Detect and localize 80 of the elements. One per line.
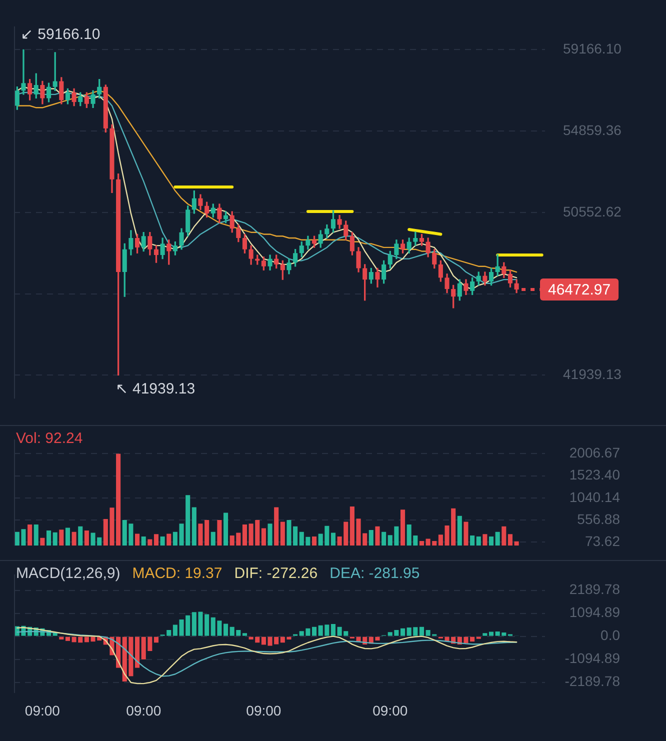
bar (34, 524, 38, 546)
y-tick-label: 59166.10 (563, 40, 622, 57)
ref-line-label: 46472.97 (548, 282, 611, 299)
bar (52, 532, 58, 546)
bar (84, 530, 89, 546)
annotation: ↙ 59166.10 (20, 26, 100, 43)
bar (154, 534, 159, 546)
bar (464, 522, 468, 546)
bar (268, 524, 272, 546)
bar (160, 536, 165, 546)
bar (470, 536, 475, 546)
bar (508, 534, 513, 546)
bar (382, 532, 386, 546)
y-tick-label: 0.0 (600, 627, 620, 644)
bar (40, 538, 45, 546)
bar (368, 530, 374, 546)
chart-title: MACD(12,26,9) (16, 565, 120, 582)
y-tick-label: -2189.78 (564, 673, 620, 690)
bar (59, 530, 64, 546)
y-tick-label: 2189.78 (569, 581, 620, 598)
y-tick-label: 1523.40 (569, 466, 620, 483)
bar (488, 632, 494, 636)
y-tick-label: 1094.89 (569, 604, 620, 620)
bar (192, 507, 196, 546)
bar (59, 636, 64, 640)
bar (482, 534, 488, 546)
y-tick-label: -1094.89 (564, 650, 620, 666)
bar (400, 510, 406, 546)
bar (488, 536, 494, 546)
x-tick-label: 09:00 (24, 702, 60, 718)
text: MACD: 19.37 (132, 565, 222, 582)
bar (46, 530, 52, 546)
bar (261, 528, 266, 546)
bar (457, 516, 462, 546)
annotation: ↖ 41939.13 (115, 380, 196, 398)
x-tick-label: 09:00 (126, 702, 162, 718)
bar (495, 532, 500, 546)
bar (280, 522, 285, 546)
bar (223, 624, 228, 636)
text: DIF: -272.26 (234, 565, 318, 582)
bar (166, 534, 172, 546)
x-tick-label: 09:00 (372, 702, 408, 718)
bar (419, 541, 424, 546)
y-tick-label: 41939.13 (563, 366, 622, 382)
bar (210, 532, 216, 546)
bar (242, 524, 248, 546)
bar (154, 636, 159, 643)
y-tick-label: 54859.36 (563, 122, 622, 138)
bar (65, 528, 70, 546)
bar (65, 636, 70, 641)
bar (330, 532, 336, 546)
bar (78, 526, 83, 546)
bar (330, 624, 336, 636)
bar (274, 507, 279, 546)
bar (312, 536, 317, 546)
bar (148, 539, 152, 546)
bar (400, 628, 406, 636)
bar (242, 633, 248, 636)
bar (134, 636, 140, 668)
y-tick-label: 2006.67 (569, 444, 620, 461)
y-tick-label: 73.62 (584, 533, 620, 550)
y-tick-label: 1040.14 (569, 488, 620, 505)
bar (482, 633, 488, 636)
y-tick-label: 50552.62 (563, 203, 622, 220)
bar (28, 524, 32, 546)
bar (217, 520, 222, 546)
bar (72, 532, 76, 546)
bar (134, 534, 140, 546)
bar (419, 626, 424, 636)
bar (476, 536, 481, 546)
text: DEA: -281.95 (330, 565, 420, 582)
bar (502, 526, 506, 546)
x-tick-label: 09:00 (246, 702, 282, 718)
bar (514, 541, 519, 546)
bar (375, 526, 380, 546)
chart-title: Vol: 92.24 (16, 430, 83, 447)
bar (312, 626, 317, 636)
bar (141, 536, 146, 546)
y-tick-label: 556.88 (577, 510, 620, 527)
bar (223, 512, 228, 546)
